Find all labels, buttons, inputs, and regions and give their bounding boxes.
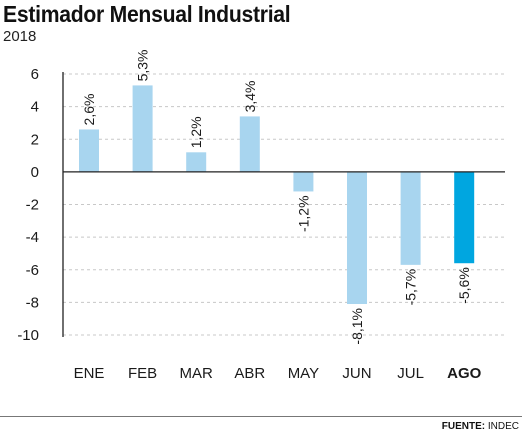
data-label: -5,6%: [456, 267, 472, 304]
x-tick-label: ABR: [234, 365, 265, 382]
bar-abr: [239, 116, 260, 172]
x-tick-label: MAR: [180, 365, 214, 382]
source-value: INDEC: [487, 421, 519, 432]
y-tick-label: 4: [31, 99, 39, 116]
y-tick-label: -4: [26, 229, 39, 246]
bar-ago: [454, 171, 475, 264]
data-labels: 2,6% 5,3% 1,2% 3,4% -1,2% -8,1% -5,7% -5,6%: [81, 49, 472, 344]
bar-jul: [400, 171, 421, 265]
data-label: 3,4%: [242, 80, 258, 112]
x-tick-label: FEB: [128, 365, 157, 382]
source-note: FUENTE: INDEC: [442, 421, 519, 433]
x-tick-label: AGO: [447, 365, 482, 382]
x-tick-labels: ENE FEB MAR ABR MAY JUN JUL AGO: [74, 365, 482, 382]
bar-feb: [132, 85, 153, 172]
x-tick-label: MAY: [288, 365, 319, 382]
data-label: -5,7%: [403, 269, 419, 306]
data-label: 5,3%: [135, 49, 151, 81]
y-tick-label: 6: [31, 66, 39, 83]
bar-jun: [347, 171, 367, 305]
x-tick-label: JUL: [397, 365, 424, 382]
y-tick-label: -6: [26, 262, 39, 279]
source-label: FUENTE:: [441, 421, 486, 432]
x-tick-label: JUN: [342, 365, 371, 382]
chart-subtitle: 2018: [3, 28, 37, 45]
footer-divider: [0, 416, 522, 417]
y-tick-label: -8: [26, 294, 39, 311]
y-tick-label: -2: [26, 197, 39, 214]
x-tick-label: ENE: [74, 365, 105, 382]
axes: [62, 72, 505, 337]
data-label: -1,2%: [295, 195, 311, 232]
bar-mar: [186, 152, 207, 172]
y-tick-label: 2: [31, 131, 39, 148]
y-tick-labels: 6 4 2 0 -2 -4 -6 -8 -10: [17, 66, 39, 344]
data-label: 2,6%: [81, 94, 97, 126]
bars: [79, 85, 475, 305]
gridlines: [63, 73, 505, 336]
bar-may: [293, 171, 314, 192]
y-tick-label: -10: [17, 327, 39, 344]
chart-title: Estimador Mensual Industrial: [3, 1, 291, 27]
bar-ene: [79, 129, 99, 172]
data-label: 1,2%: [188, 116, 204, 148]
y-tick-label: 0: [31, 164, 39, 181]
data-label: -8,1%: [349, 308, 365, 345]
